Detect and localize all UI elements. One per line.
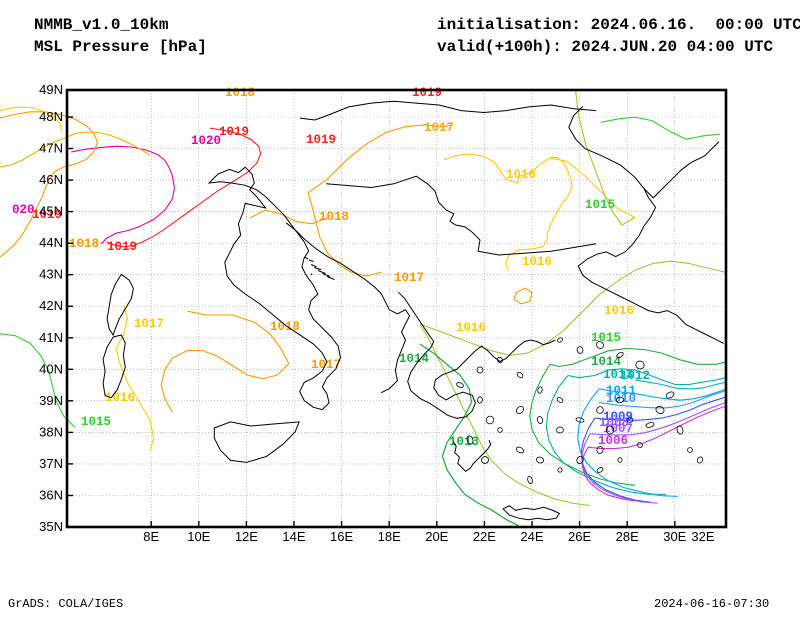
- svg-text:18E: 18E: [378, 529, 401, 544]
- svg-text:48N: 48N: [39, 109, 63, 124]
- svg-text:41N: 41N: [39, 330, 63, 345]
- svg-text:1019: 1019: [306, 133, 336, 147]
- svg-text:46N: 46N: [39, 172, 63, 187]
- svg-text:1016: 1016: [506, 168, 536, 182]
- svg-text:1016: 1016: [522, 255, 552, 269]
- svg-text:38N: 38N: [39, 424, 63, 439]
- svg-text:1020: 1020: [191, 134, 221, 148]
- svg-text:49N: 49N: [39, 82, 63, 97]
- svg-text:28E: 28E: [616, 529, 639, 544]
- svg-text:1012: 1012: [620, 369, 650, 383]
- svg-text:32E: 32E: [691, 529, 714, 544]
- svg-text:44N: 44N: [39, 235, 63, 250]
- svg-text:1015: 1015: [81, 415, 111, 429]
- svg-text:1016: 1016: [105, 391, 135, 405]
- svg-text:12E: 12E: [235, 529, 258, 544]
- svg-text:1016: 1016: [604, 304, 634, 318]
- svg-text:1017: 1017: [134, 317, 164, 331]
- svg-text:1018: 1018: [69, 237, 99, 251]
- svg-text:1019: 1019: [412, 86, 442, 100]
- svg-text:40N: 40N: [39, 361, 63, 376]
- svg-text:8E: 8E: [143, 529, 159, 544]
- svg-text:1015: 1015: [585, 198, 615, 212]
- svg-text:1006: 1006: [598, 434, 628, 448]
- svg-text:14E: 14E: [282, 529, 305, 544]
- svg-text:1015: 1015: [591, 331, 621, 345]
- svg-text:24E: 24E: [520, 529, 543, 544]
- svg-text:45N: 45N: [39, 204, 63, 219]
- svg-text:1019: 1019: [219, 125, 249, 139]
- svg-text:37N: 37N: [39, 456, 63, 471]
- svg-text:36N: 36N: [39, 488, 63, 503]
- svg-text:22E: 22E: [473, 529, 496, 544]
- svg-text:16E: 16E: [330, 529, 353, 544]
- svg-text:35N: 35N: [39, 519, 63, 534]
- svg-text:1018: 1018: [319, 210, 349, 224]
- svg-text:1016: 1016: [456, 321, 486, 335]
- svg-text:26E: 26E: [568, 529, 591, 544]
- svg-text:1010: 1010: [606, 392, 636, 406]
- svg-text:39N: 39N: [39, 393, 63, 408]
- svg-text:1019: 1019: [107, 240, 137, 254]
- svg-text:1017: 1017: [394, 271, 424, 285]
- svg-text:20E: 20E: [425, 529, 448, 544]
- svg-text:30E: 30E: [663, 529, 686, 544]
- svg-text:42N: 42N: [39, 298, 63, 313]
- svg-text:47N: 47N: [39, 141, 63, 156]
- svg-text:1017: 1017: [424, 121, 454, 135]
- svg-text:10E: 10E: [187, 529, 210, 544]
- svg-text:1018: 1018: [225, 86, 255, 100]
- svg-text:43N: 43N: [39, 267, 63, 282]
